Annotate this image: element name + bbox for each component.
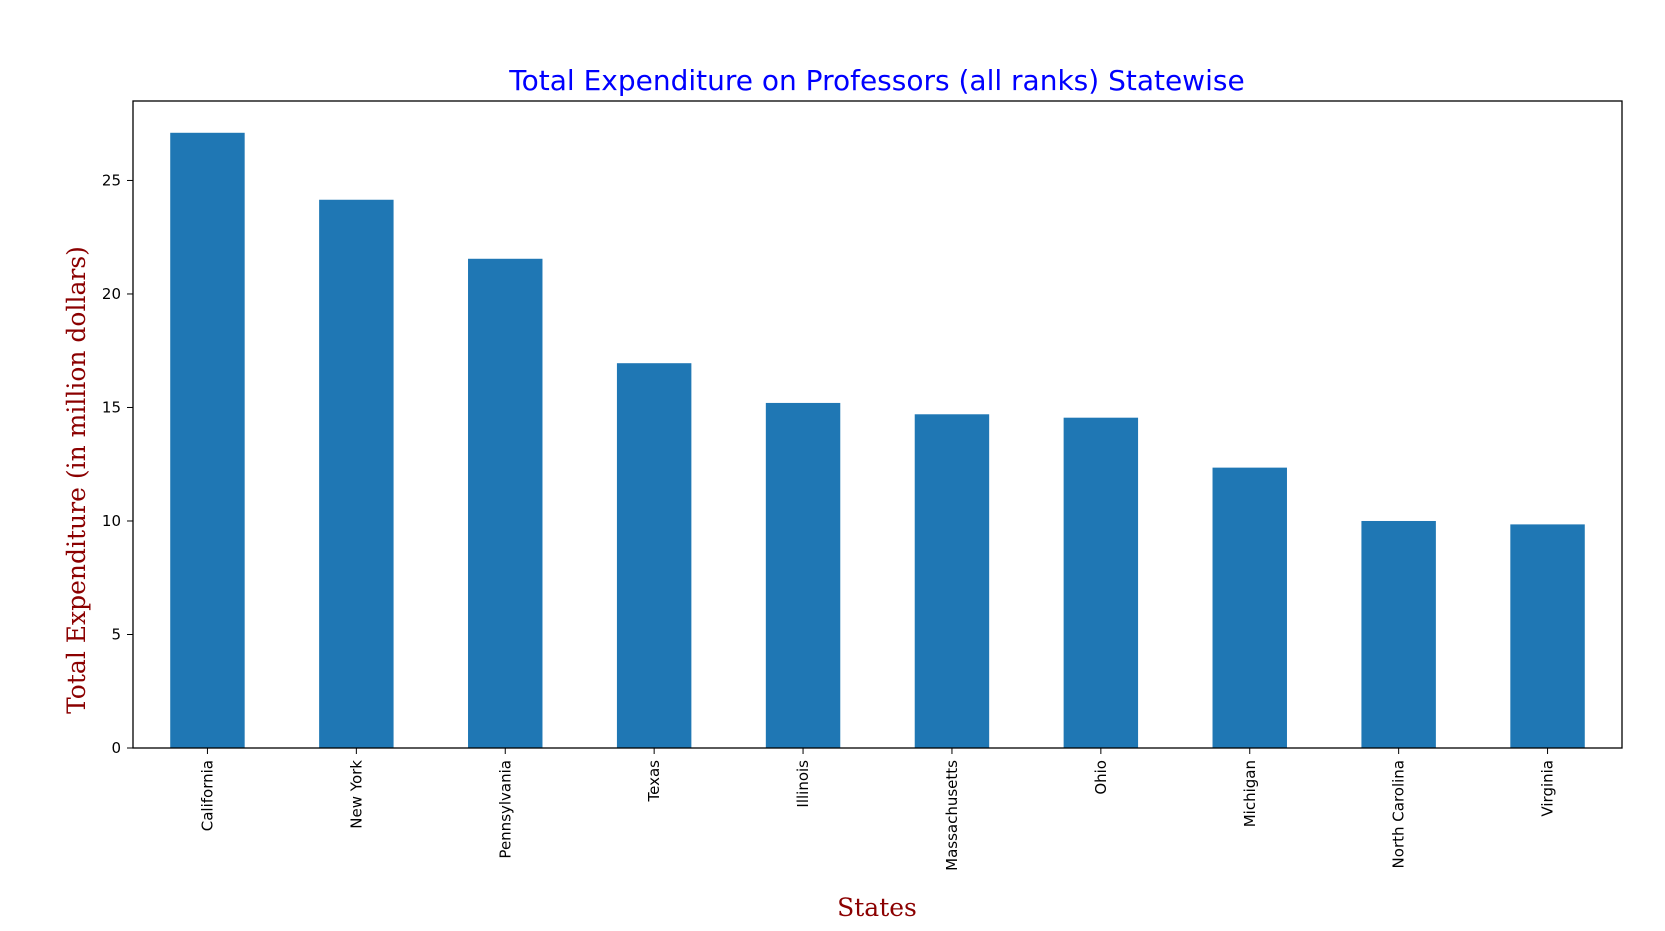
bar-pennsylvania [468, 258, 543, 748]
chart-title: Total Expenditure on Professors (all ran… [508, 64, 1244, 97]
bar-ohio [1063, 417, 1139, 748]
x-axis-label: States [837, 893, 917, 922]
bar-north-carolina [1361, 520, 1436, 748]
bar-california [170, 132, 245, 748]
x-tick-label: Texas [645, 760, 663, 803]
bar-massachusetts [914, 414, 990, 748]
x-tick-label: New York [347, 760, 365, 829]
bar-virginia [1510, 524, 1585, 748]
bar-illinois [765, 402, 841, 748]
y-ticks-group: 0 5 10 15 20 25 [102, 171, 133, 757]
y-tick-label: 15 [102, 398, 121, 416]
y-tick-label: 25 [102, 171, 121, 189]
y-axis-label: Total Expenditure (in million dollars) [62, 246, 91, 714]
x-tick-label: Pennsylvania [496, 760, 514, 859]
y-tick-label: 5 [111, 625, 121, 643]
bar-new-york [319, 199, 394, 748]
y-tick-label: 0 [111, 739, 121, 757]
bar-michigan [1212, 467, 1287, 748]
x-ticks-group: California New York Pennsylvania Texas Illin… [198, 748, 1557, 871]
x-tick-label: Virginia [1539, 760, 1557, 817]
x-tick-label: California [198, 760, 216, 831]
y-tick-label: 20 [102, 285, 121, 303]
x-tick-label: North Carolina [1390, 760, 1408, 868]
bar-texas [616, 363, 692, 748]
x-tick-label: Illinois [794, 760, 812, 808]
y-tick-label: 10 [102, 512, 121, 530]
x-tick-label: Michigan [1241, 760, 1259, 827]
x-tick-label: Ohio [1092, 760, 1110, 795]
plot-frame [132, 100, 1623, 749]
x-tick-label: Massachusetts [943, 760, 961, 871]
bars-group [170, 132, 1585, 748]
